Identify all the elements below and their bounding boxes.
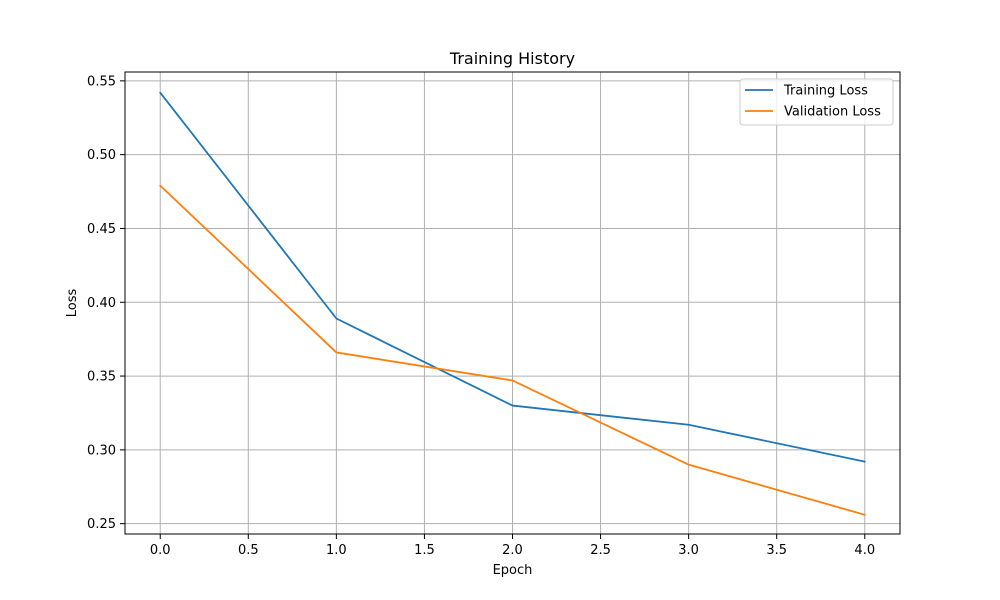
x-tick-label: 1.5: [414, 543, 435, 558]
grid: [125, 72, 900, 534]
x-tick-label: 3.0: [678, 543, 699, 558]
y-tick-label: 0.45: [87, 222, 116, 237]
y-tick-label: 0.40: [87, 296, 116, 311]
legend-frame: [739, 78, 894, 126]
legend-label: Training Loss: [783, 84, 868, 99]
x-axis-label: Epoch: [493, 563, 533, 578]
series-line-1: [159, 184, 866, 516]
x-tick-label: 2.5: [590, 543, 611, 558]
y-tick-label: 0.25: [87, 517, 116, 532]
x-tick-label: 2.0: [502, 543, 523, 558]
ticks: 0.0 0.5 1.0 1.5 2.0 2.5 3.0 3.5 4.0 0.25 0.30 0.35 0…: [87, 74, 875, 558]
series-line-0: [159, 91, 866, 463]
y-axis-label: Loss: [65, 289, 80, 318]
legend: Training Loss Validation Loss: [739, 78, 894, 126]
x-tick-label: 3.5: [766, 543, 787, 558]
y-tick-label: 0.35: [87, 370, 116, 385]
y-tick-label: 0.30: [87, 443, 116, 458]
x-tick-label: 0.0: [150, 543, 171, 558]
chart-title: Training History: [449, 49, 575, 68]
y-tick-label: 0.55: [87, 74, 116, 89]
series-lines: [159, 91, 866, 516]
x-tick-label: 4.0: [854, 543, 875, 558]
legend-label: Validation Loss: [784, 105, 881, 120]
x-tick-label: 0.5: [238, 543, 259, 558]
x-tick-label: 1.0: [326, 543, 347, 558]
y-tick-label: 0.50: [87, 148, 116, 163]
